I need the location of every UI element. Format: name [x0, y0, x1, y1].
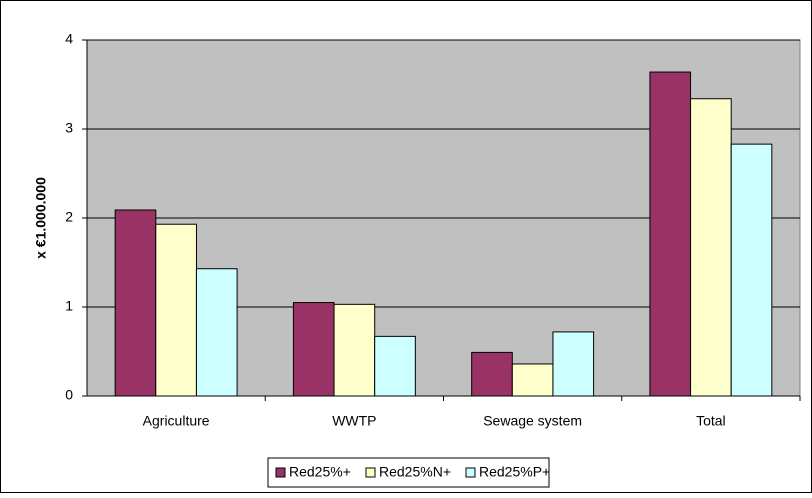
bar: [114, 209, 157, 397]
y-axis-label: x €1.000.000: [33, 177, 49, 259]
y-tick-label: 3: [65, 120, 73, 136]
bar: [292, 302, 335, 397]
y-tick-label: 0: [65, 387, 73, 403]
bar: [374, 335, 416, 397]
bar: [511, 363, 554, 397]
bar: [333, 303, 376, 397]
legend-swatch: [365, 467, 376, 478]
x-tick-label: Total: [696, 413, 726, 429]
x-tick-label: Agriculture: [143, 413, 210, 429]
y-tick-label: 2: [65, 209, 73, 225]
y-tick-label: 1: [65, 298, 73, 314]
bar: [195, 268, 238, 397]
bar: [552, 331, 595, 397]
bar: [155, 223, 197, 397]
legend-label: Red25%P+: [479, 464, 550, 480]
x-tick-label: WWTP: [332, 413, 376, 429]
bar: [471, 351, 513, 397]
y-tick-label: 4: [65, 31, 73, 47]
legend-box: [267, 457, 550, 488]
bar: [730, 143, 773, 397]
bar: [690, 98, 732, 397]
legend-swatch: [465, 467, 476, 478]
legend-label: Red25%N+: [379, 464, 451, 480]
bar: [649, 71, 692, 397]
legend-label: Red25%+: [289, 464, 351, 480]
legend-swatch: [275, 467, 286, 478]
x-tick-label: Sewage system: [483, 413, 582, 429]
